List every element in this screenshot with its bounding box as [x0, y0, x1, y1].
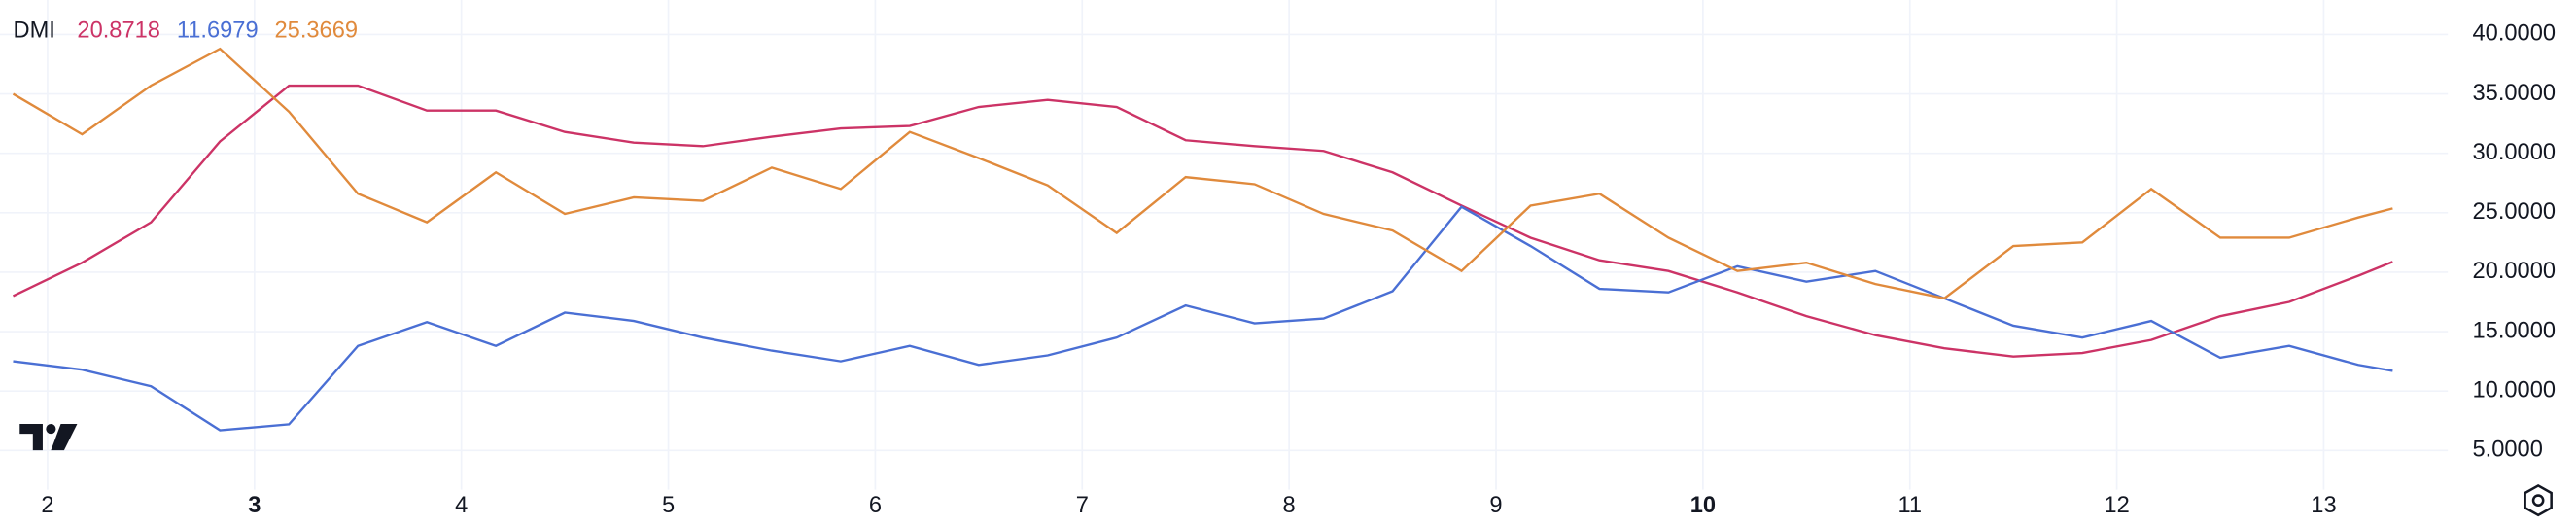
y-tick-label: 35.0000: [2473, 81, 2557, 106]
x-tick-label: 12: [2104, 493, 2129, 518]
y-tick-label: 10.0000: [2473, 377, 2557, 403]
legend-value: 25.3669: [275, 18, 359, 43]
x-tick-label: 4: [455, 493, 468, 518]
logo-part: [51, 424, 78, 451]
y-tick-label: 20.0000: [2473, 259, 2557, 284]
logo-part: [46, 424, 56, 435]
settings-dot[interactable]: [2531, 494, 2545, 507]
series-line: [12, 84, 2393, 358]
logo-part: [19, 424, 43, 451]
indicator-name: DMI: [14, 18, 55, 43]
x-tick-label: 6: [869, 493, 882, 518]
x-tick-label: 8: [1283, 493, 1296, 518]
series-line: [13, 205, 2393, 432]
y-tick-label: 15.0000: [2473, 318, 2557, 343]
legend-value: 11.6979: [177, 18, 259, 43]
y-tick-label: 25.0000: [2473, 199, 2557, 225]
settings-icon[interactable]: [2524, 483, 2553, 517]
x-tick-label: 13: [2311, 493, 2336, 518]
x-tick-label: 7: [1076, 493, 1089, 518]
grid: [0, 0, 2449, 490]
y-tick-label: 40.0000: [2473, 21, 2557, 47]
legend: DMI 20.8718 11.6979 25.3669: [14, 18, 359, 43]
x-tick-label: 10: [1690, 493, 1716, 518]
series-line: [12, 47, 2393, 300]
settings-hex[interactable]: [2524, 483, 2553, 517]
plot: 5.0000 10.0000 15.0000 20.0000 25.0000 30.000…: [12, 21, 2557, 518]
y-tick-label: 5.0000: [2473, 438, 2543, 463]
x-tick-label: 5: [662, 493, 675, 518]
x-tick-label: 9: [1489, 493, 1502, 518]
x-tick-label: 2: [41, 493, 53, 518]
tradingview-logo: [19, 424, 78, 451]
x-tick-label: 3: [248, 493, 261, 518]
y-tick-label: 30.0000: [2473, 140, 2557, 165]
legend-value: 20.8718: [77, 18, 160, 43]
x-tick-label: 11: [1897, 493, 1922, 518]
